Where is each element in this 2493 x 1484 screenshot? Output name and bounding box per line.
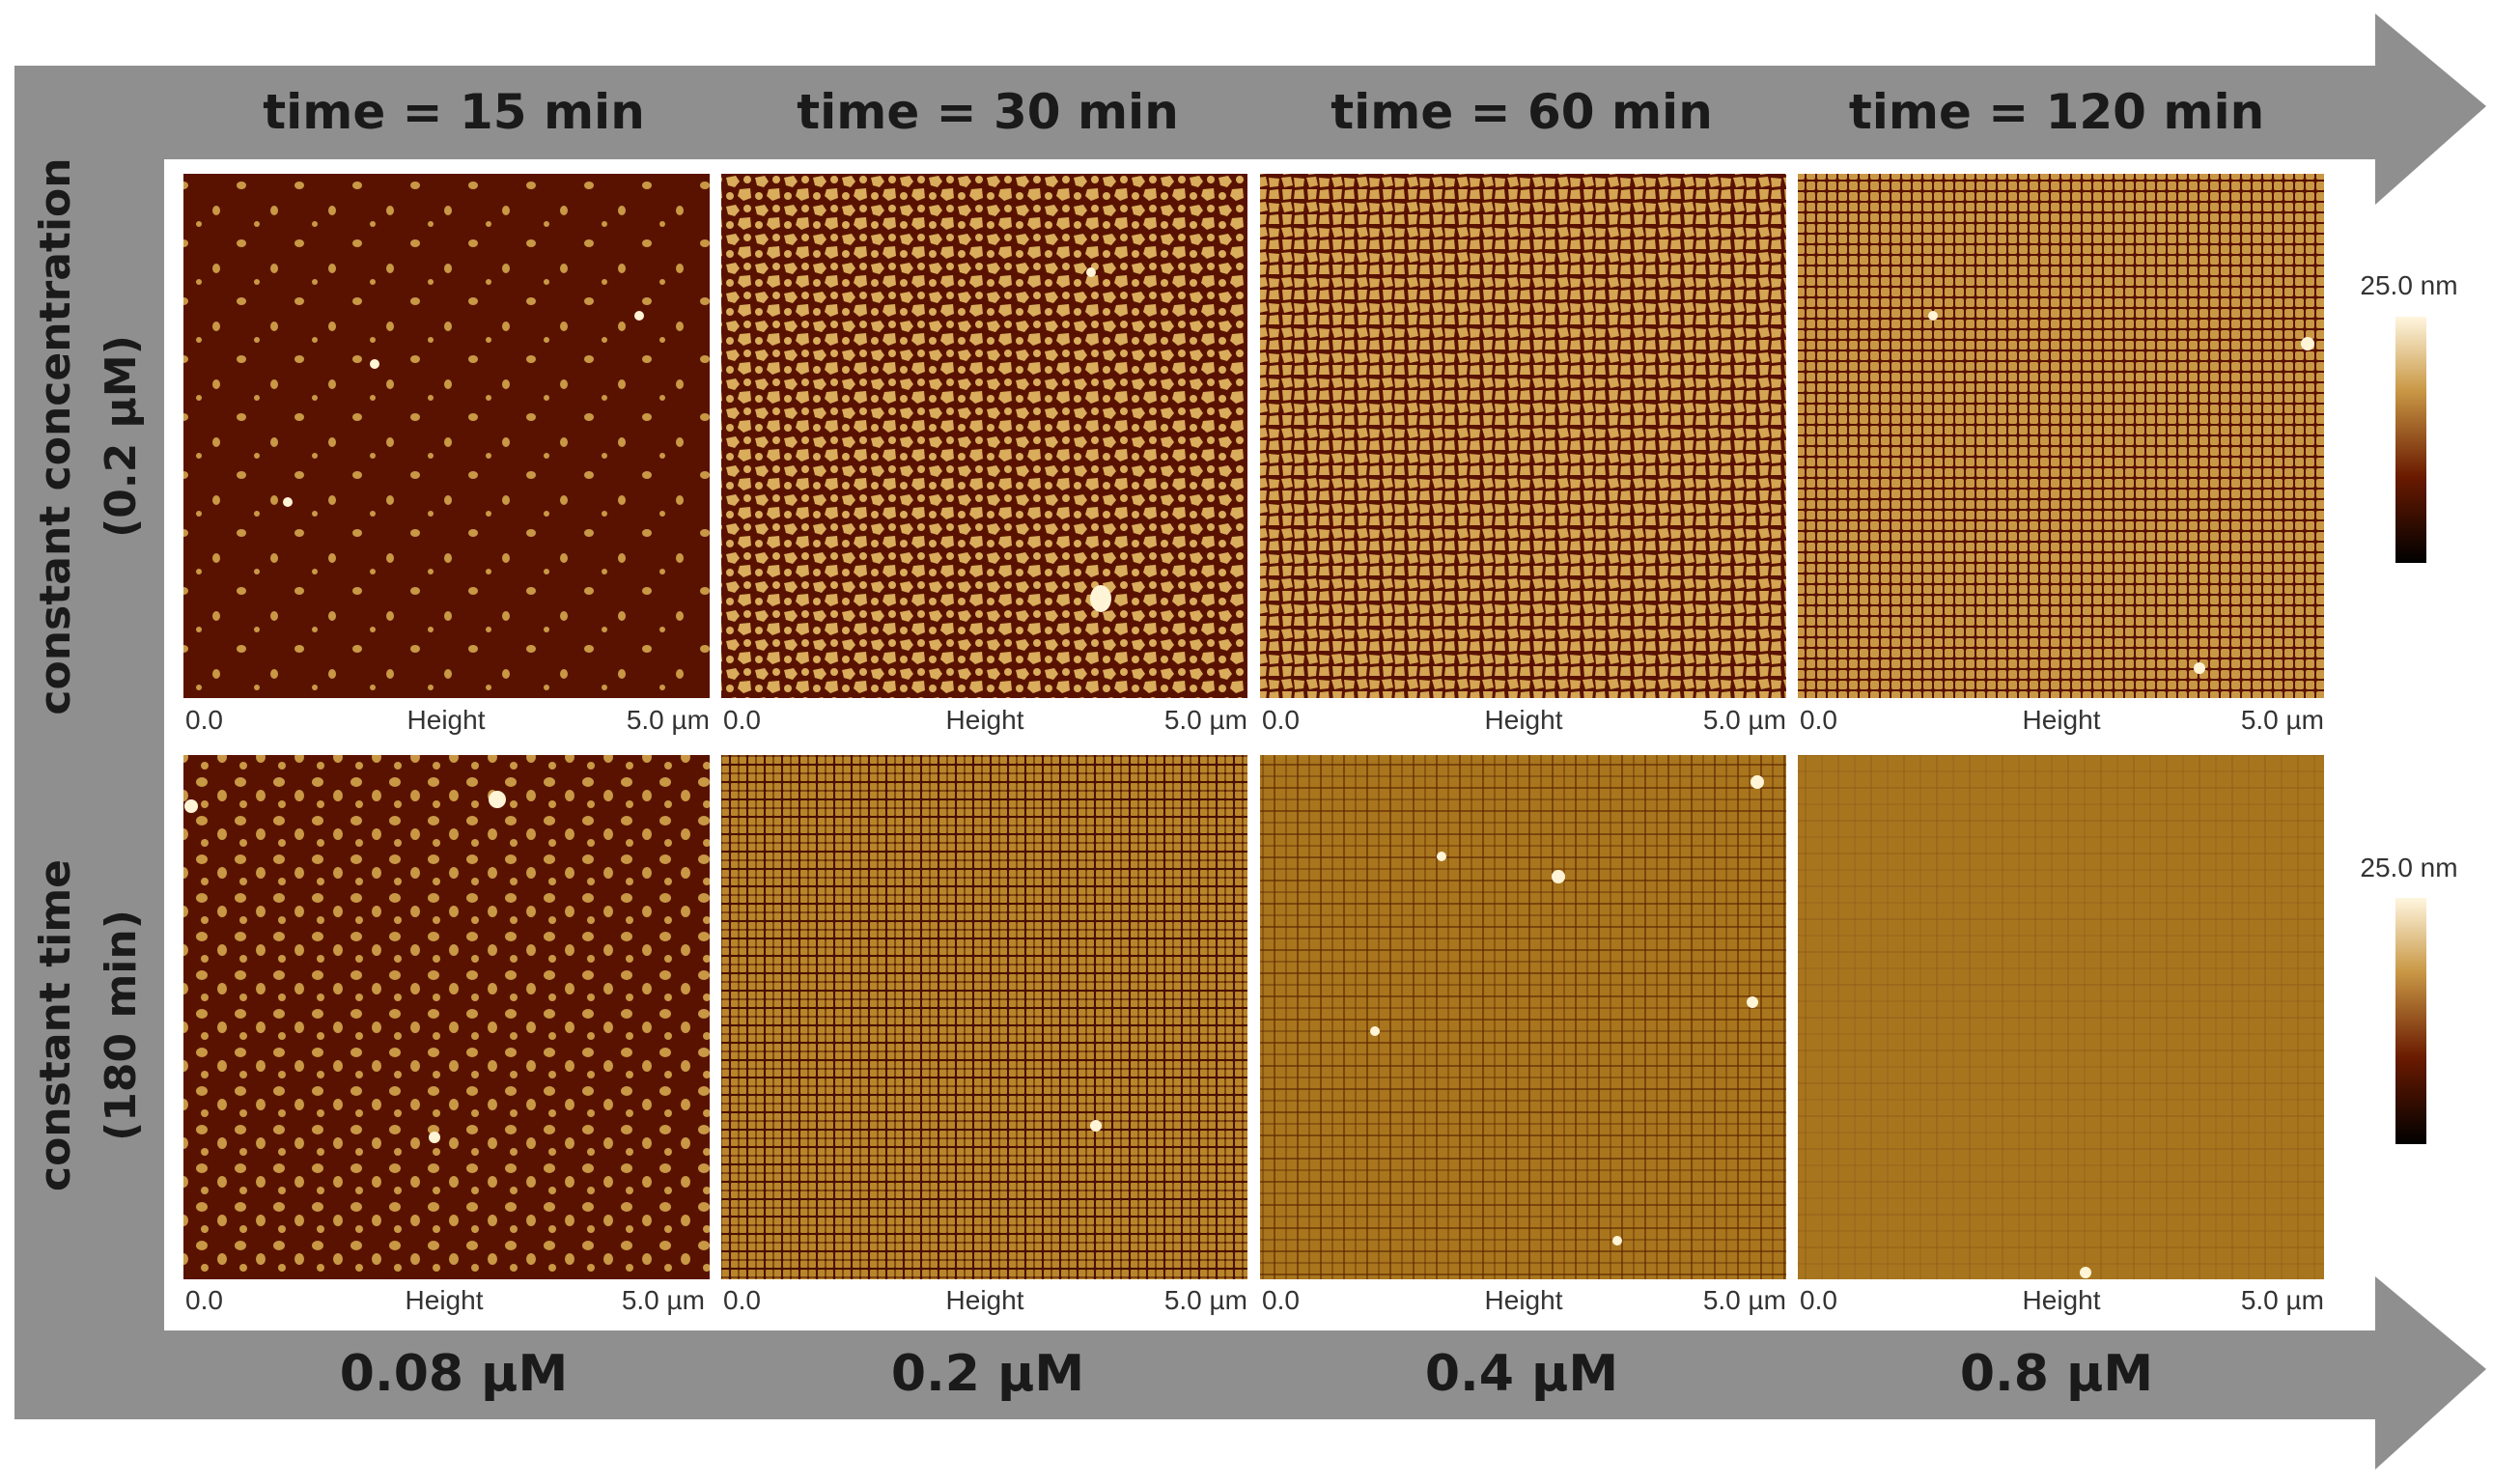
column-footers: 0.08 µM 0.2 µM 0.4 µM 0.8 µM [340,1345,2153,1403]
top-arrow [14,14,2486,1305]
afm-panel-r1c4 [1798,174,2324,698]
scale-start: 0.0 [1262,1285,1300,1315]
bright-spot [1086,267,1096,277]
scale-middle: Height [2023,705,2101,735]
scale-end: 5.0 µm [1164,1285,1247,1315]
afm-panel-r1c2 [721,174,1247,698]
afm-image [1798,755,2324,1279]
column-footer-4: 0.8 µM [1960,1345,2153,1403]
scale-end: 5.0 µm [622,1285,705,1315]
bright-spot [1612,1236,1622,1246]
colorbar-label: 25.0 nm [2360,853,2457,882]
colorbar-label: 25.0 nm [2360,270,2457,300]
scale-start: 0.0 [185,705,223,735]
afm-panel-r1c3 [1260,174,1786,698]
scale-end: 5.0 µm [1703,1285,1786,1315]
bright-spot [370,359,379,369]
afm-panel-r2c3 [1260,755,1786,1279]
scale-start: 0.0 [1262,705,1300,735]
afm-image [183,755,710,1279]
scale-start: 0.0 [1800,1285,1837,1315]
column-header-2: time = 30 min [797,84,1179,140]
afm-panel-r2c4 [1798,755,2324,1279]
scale-labels-row-2: 0.0 Height 5.0 µm 0.0 Height 5.0 µm 0.0 … [185,1285,2324,1315]
bottom-arrow [14,1276,2486,1470]
panel-row-1 [183,174,2324,698]
column-header-1: time = 15 min [263,84,645,140]
scale-middle: Height [1485,1285,1563,1315]
scale-end: 5.0 µm [627,705,710,735]
bright-spot [283,497,293,507]
panel-row-2 [183,755,2324,1279]
afm-image [183,174,710,698]
bright-spot [1552,870,1565,883]
column-footer-1: 0.08 µM [340,1345,568,1403]
bright-spot [1370,1026,1380,1036]
afm-panel-r1c1 [183,174,710,698]
row-header-1-line2: (0.2 µM) [97,335,146,538]
bright-spot [1928,311,1938,321]
bright-spot [2194,662,2205,674]
scale-middle: Height [407,705,486,735]
bright-spot [489,791,506,808]
afm-image [721,755,1247,1279]
bright-spot [2080,1267,2091,1278]
row-header-2-line1: constant time [31,859,80,1191]
afm-panel-r2c2 [721,755,1247,1279]
scale-end: 5.0 µm [2241,1285,2324,1315]
scale-middle: Height [946,705,1024,735]
scale-end: 5.0 µm [1703,705,1786,735]
afm-image [1260,755,1786,1279]
row-header-1-line1: constant concentration [31,157,80,714]
column-headers: time = 15 min time = 30 min time = 60 mi… [263,84,2264,140]
bright-spot [1751,775,1764,789]
bright-spot [429,1132,440,1143]
row-header-1: constant concentration (0.2 µM) [31,157,146,714]
bright-spot [1437,852,1446,861]
afm-panel-r2c1 [183,755,710,1279]
bright-spot [1747,996,1758,1008]
colorbar-row-2: 25.0 nm [2360,853,2458,1144]
bright-spot [1090,1120,1102,1132]
colorbar-row-1: 25.0 nm [2360,270,2458,563]
scale-labels-row-1: 0.0 Height 5.0 µm 0.0 Height 5.0 µm 0.0 … [185,705,2324,735]
bottom-arrow-left-fill [14,1294,164,1332]
colorbar-gradient [2395,317,2426,563]
column-footer-2: 0.2 µM [891,1345,1084,1403]
bright-spot [2301,337,2314,350]
bright-spot [634,311,644,321]
column-header-4: time = 120 min [1849,84,2264,140]
afm-image [1798,174,2324,698]
column-footer-3: 0.4 µM [1425,1345,1618,1403]
row-header-2: constant time (180 min) [31,859,146,1191]
scale-middle: Height [2023,1285,2101,1315]
colorbar-gradient [2395,898,2426,1144]
arrow-background [14,14,2486,1470]
scale-middle: Height [406,1285,484,1315]
column-header-3: time = 60 min [1331,84,1713,140]
scale-end: 5.0 µm [2241,705,2324,735]
bright-spot [184,799,198,813]
scale-middle: Height [946,1285,1024,1315]
afm-image [721,174,1247,698]
scale-end: 5.0 µm [1164,705,1247,735]
scale-start: 0.0 [723,705,761,735]
bright-spot [1090,585,1111,612]
scale-middle: Height [1485,705,1563,735]
row-header-2-line2: (180 min) [97,910,146,1141]
afm-image [1260,174,1786,698]
scale-start: 0.0 [723,1285,761,1315]
scale-start: 0.0 [1800,705,1837,735]
scale-start: 0.0 [185,1285,223,1315]
